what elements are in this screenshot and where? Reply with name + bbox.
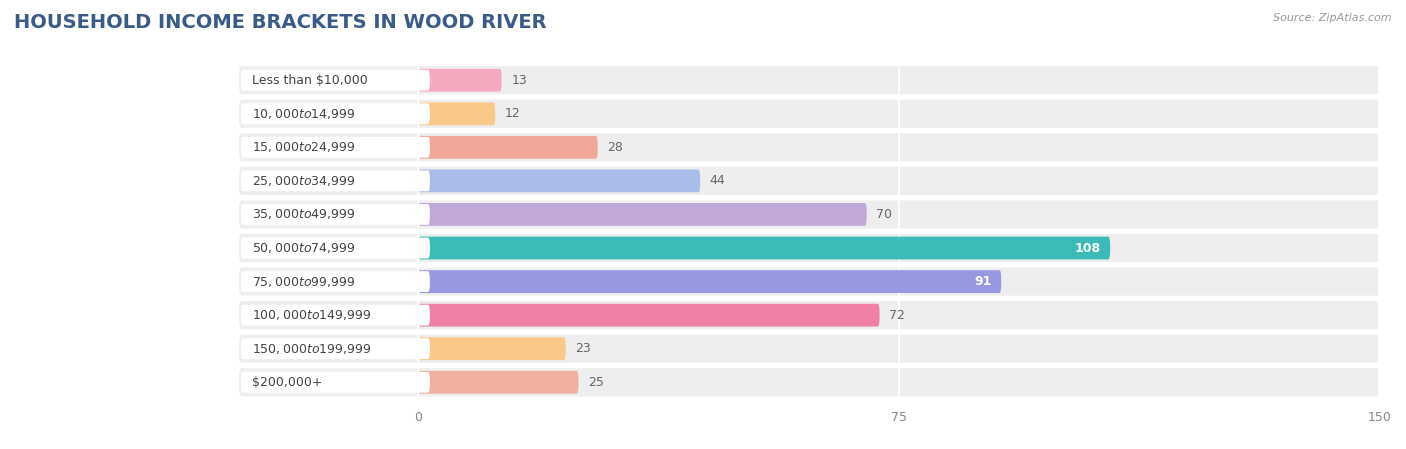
Text: 70: 70 [876,208,893,221]
FancyBboxPatch shape [419,371,578,394]
Text: $100,000 to $149,999: $100,000 to $149,999 [252,308,371,322]
FancyBboxPatch shape [239,268,1379,296]
Text: $15,000 to $24,999: $15,000 to $24,999 [252,141,356,154]
FancyBboxPatch shape [419,270,1001,293]
FancyBboxPatch shape [239,335,1379,363]
Text: $200,000+: $200,000+ [252,376,322,389]
FancyBboxPatch shape [240,204,430,225]
FancyBboxPatch shape [419,136,598,159]
Text: Source: ZipAtlas.com: Source: ZipAtlas.com [1274,13,1392,23]
Text: 44: 44 [710,174,725,187]
FancyBboxPatch shape [239,301,1379,329]
Text: 72: 72 [889,308,905,321]
FancyBboxPatch shape [240,305,430,326]
FancyBboxPatch shape [419,102,495,125]
FancyBboxPatch shape [240,338,430,359]
FancyBboxPatch shape [239,100,1379,128]
FancyBboxPatch shape [419,203,866,226]
FancyBboxPatch shape [240,103,430,124]
FancyBboxPatch shape [419,169,700,192]
FancyBboxPatch shape [239,66,1379,94]
Text: 91: 91 [974,275,991,288]
FancyBboxPatch shape [239,368,1379,396]
Text: 28: 28 [607,141,623,154]
FancyBboxPatch shape [240,171,430,191]
Text: $35,000 to $49,999: $35,000 to $49,999 [252,207,356,221]
Text: Less than $10,000: Less than $10,000 [252,74,367,87]
Text: 108: 108 [1074,242,1101,255]
FancyBboxPatch shape [240,70,430,91]
Text: 23: 23 [575,342,591,355]
FancyBboxPatch shape [419,237,1111,260]
Text: $25,000 to $34,999: $25,000 to $34,999 [252,174,356,188]
Text: 12: 12 [505,107,520,120]
Text: $50,000 to $74,999: $50,000 to $74,999 [252,241,356,255]
Text: $75,000 to $99,999: $75,000 to $99,999 [252,275,356,289]
FancyBboxPatch shape [240,137,430,158]
Text: $10,000 to $14,999: $10,000 to $14,999 [252,107,356,121]
FancyBboxPatch shape [239,133,1379,162]
Text: 25: 25 [588,376,605,389]
FancyBboxPatch shape [239,234,1379,262]
FancyBboxPatch shape [240,372,430,393]
Text: HOUSEHOLD INCOME BRACKETS IN WOOD RIVER: HOUSEHOLD INCOME BRACKETS IN WOOD RIVER [14,13,547,32]
FancyBboxPatch shape [239,167,1379,195]
FancyBboxPatch shape [240,238,430,259]
FancyBboxPatch shape [419,304,880,326]
Text: 13: 13 [512,74,527,87]
FancyBboxPatch shape [240,271,430,292]
FancyBboxPatch shape [419,337,565,360]
FancyBboxPatch shape [419,69,502,92]
FancyBboxPatch shape [239,200,1379,229]
Text: $150,000 to $199,999: $150,000 to $199,999 [252,342,371,356]
